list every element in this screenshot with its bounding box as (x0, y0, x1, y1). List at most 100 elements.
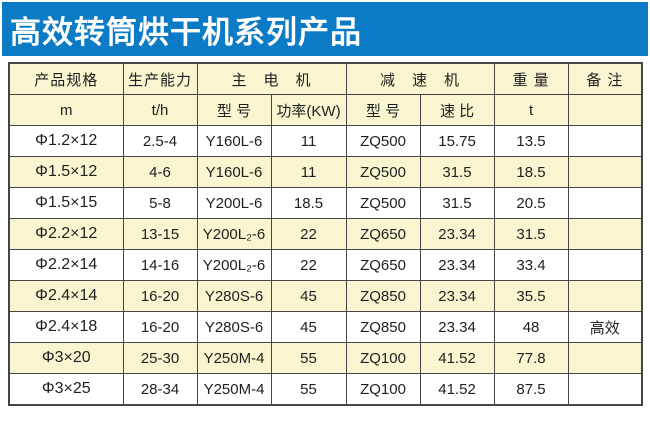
table-cell: Y250M-4 (196, 342, 272, 374)
table-cell: 23.34 (419, 218, 495, 250)
table-cell: 31.5 (419, 156, 495, 188)
table-row: Φ1.5×12 4-6 Y160L-6 11 ZQ500 31.5 18.5 (8, 156, 643, 188)
table-cell: ZQ500 (345, 187, 421, 219)
table-row: Φ1.5×15 5-8 Y200L-6 18.5 ZQ500 31.5 20.5 (8, 187, 643, 219)
product-spec-table: 产品规格 生产能力主 电 机减 速 机重 量备 注 m t/h 型 号功率(KW) 型 … (8, 62, 644, 406)
column-sub-header: m (8, 94, 124, 126)
table-cell: Y280S-6 (196, 311, 272, 343)
column-group-header: 减 速 机 (345, 62, 495, 95)
table-cell: 77.8 (493, 342, 569, 374)
table-cell: ZQ100 (345, 373, 421, 406)
table-cell: 16-20 (122, 311, 198, 343)
table-cell: 55 (270, 342, 347, 374)
table-cell: 11 (270, 156, 347, 188)
table-cell: 25-30 (122, 342, 198, 374)
table-cell: 55 (270, 373, 347, 406)
table-group-header-row: 产品规格 生产能力主 电 机减 速 机重 量备 注 (8, 62, 643, 95)
column-group-header: 备 注 (567, 62, 643, 95)
table-cell: 高效 (567, 311, 643, 343)
page-title: 高效转筒烘干机系列产品 (10, 14, 362, 50)
table-cell: 13.5 (493, 125, 569, 157)
column-group-header: 主 电 机 (196, 62, 347, 95)
table-cell: 33.4 (493, 249, 569, 281)
table-cell: 20.5 (493, 187, 569, 219)
table-cell: 45 (270, 311, 347, 343)
table-cell: 15.75 (419, 125, 495, 157)
table-cell (567, 218, 643, 250)
spec-cell: Φ3×25 (8, 373, 124, 406)
table-cell: 14-16 (122, 249, 198, 281)
title-banner: 高效转筒烘干机系列产品 (2, 2, 648, 56)
table-cell: Y160L-6 (196, 156, 272, 188)
column-group-header: 产品规格 (8, 62, 124, 95)
table-cell: Y200L₂-6 (196, 218, 272, 250)
table-cell: 31.5 (419, 187, 495, 219)
table-cell: 35.5 (493, 280, 569, 312)
table-cell: 23.34 (419, 280, 495, 312)
column-sub-header: 型 号 (196, 94, 272, 126)
table-cell (567, 373, 643, 406)
column-sub-header (567, 94, 643, 126)
table-cell (567, 342, 643, 374)
spec-cell: Φ3×20 (8, 342, 124, 374)
table-cell: 11 (270, 125, 347, 157)
column-sub-header: 功率(KW) (270, 94, 347, 126)
spec-cell: Φ2.2×14 (8, 249, 124, 281)
column-sub-header: t (493, 94, 569, 126)
table-cell: 18.5 (493, 156, 569, 188)
table-cell: 87.5 (493, 373, 569, 406)
table-cell: ZQ100 (345, 342, 421, 374)
table-cell: 23.34 (419, 311, 495, 343)
table-cell: ZQ500 (345, 125, 421, 157)
table-cell: Y200L-6 (196, 187, 272, 219)
table-row: Φ1.2×12 2.5-4 Y160L-6 11 ZQ500 15.75 13.5 (8, 125, 643, 157)
table-cell (567, 280, 643, 312)
table-cell (567, 125, 643, 157)
table-cell: Y280S-6 (196, 280, 272, 312)
table-cell: ZQ500 (345, 156, 421, 188)
table-cell: 5-8 (122, 187, 198, 219)
spec-cell: Φ2.2×12 (8, 218, 124, 250)
table-row: Φ2.2×12 13-15 Y200L₂-6 22 ZQ650 23.34 31.5 (8, 218, 643, 250)
spec-cell: Φ2.4×14 (8, 280, 124, 312)
table-cell: 4-6 (122, 156, 198, 188)
table-row: Φ3×25 28-34 Y250M-4 55 ZQ100 41.52 87.5 (8, 373, 643, 406)
table-cell: 48 (493, 311, 569, 343)
table-cell: 41.52 (419, 342, 495, 374)
table-cell: 13-15 (122, 218, 198, 250)
table-cell: ZQ650 (345, 249, 421, 281)
spec-cell: Φ2.4×18 (8, 311, 124, 343)
spec-cell: Φ1.2×12 (8, 125, 124, 157)
column-sub-header: 型 号 (345, 94, 421, 126)
table-cell: ZQ650 (345, 218, 421, 250)
table-cell: ZQ850 (345, 311, 421, 343)
table-row: Φ2.4×14 16-20 Y280S-6 45 ZQ850 23.34 35.5 (8, 280, 643, 312)
table-cell: ZQ850 (345, 280, 421, 312)
table-cell (567, 187, 643, 219)
column-group-header: 重 量 (493, 62, 569, 95)
column-sub-header: 速 比 (419, 94, 495, 126)
table-cell: 28-34 (122, 373, 198, 406)
table-cell: 45 (270, 280, 347, 312)
table-cell (567, 156, 643, 188)
table-row: Φ2.2×14 14-16 Y200L₂-6 22 ZQ650 23.34 33.4 (8, 249, 643, 281)
table-body: Φ1.2×12 2.5-4 Y160L-6 11 ZQ500 15.75 13.5 Φ1.5×… (8, 125, 643, 406)
column-sub-header: t/h (122, 94, 198, 126)
table-header: 产品规格 生产能力主 电 机减 速 机重 量备 注 m t/h 型 号功率(KW) 型 … (8, 62, 643, 126)
table-cell: 16-20 (122, 280, 198, 312)
table-cell: Y250M-4 (196, 373, 272, 406)
table-cell: 22 (270, 218, 347, 250)
table-cell: 41.52 (419, 373, 495, 406)
table-cell: 18.5 (270, 187, 347, 219)
table-cell: 22 (270, 249, 347, 281)
table-cell: 31.5 (493, 218, 569, 250)
table-row: Φ3×20 25-30 Y250M-4 55 ZQ100 41.52 77.8 (8, 342, 643, 374)
table-row: Φ2.4×18 16-20 Y280S-6 45 ZQ850 23.34 48 高效 (8, 311, 643, 343)
spec-cell: Φ1.5×12 (8, 156, 124, 188)
spec-cell: Φ1.5×15 (8, 187, 124, 219)
column-group-header: 生产能力 (122, 62, 198, 95)
table-cell: 2.5-4 (122, 125, 198, 157)
table-cell (567, 249, 643, 281)
